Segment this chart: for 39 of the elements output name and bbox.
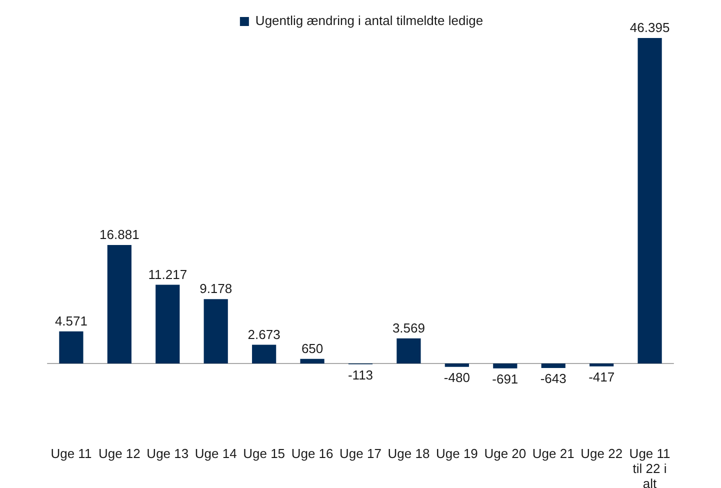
bar [638,38,662,364]
data-label: -417 [588,369,615,384]
data-label: -113 [348,367,374,382]
data-label: 650 [301,340,324,356]
x-tick-label: Uge 18 [388,446,430,462]
bar [444,363,469,367]
bar [107,245,132,364]
x-tick-label: Uge 21 [532,446,574,462]
bar [252,344,276,364]
data-label: 11.217 [148,266,188,282]
x-tick-label: Uge 15 [243,446,286,462]
x-tick-label: Uge 20 [484,446,526,462]
legend-label: Ugentlig ændring i antal tilmeldte ledige [255,13,484,28]
x-tick-label: Uge 17 [340,446,382,462]
data-label: -480 [444,370,470,385]
bar [590,363,614,366]
x-tick-label: Uge 11 til 22 i alt [629,446,670,488]
bar [156,284,180,364]
x-tick-label: Uge 11 [50,446,92,462]
x-tick-label: Uge 12 [98,446,140,462]
x-tick-label: Uge 14 [194,446,237,462]
bar [396,338,421,364]
bar [493,363,518,368]
x-tick-label: Uge 13 [146,446,189,462]
data-label: 2.673 [248,326,280,342]
x-tick-label: Uge 19 [436,446,478,462]
bar [541,363,566,368]
data-label: 3.569 [392,320,425,336]
data-label: 46.395 [630,20,670,36]
x-tick-label: Uge 22 [580,446,623,462]
bar [300,358,324,364]
bar [204,299,228,364]
bar [59,331,84,364]
data-label: 4.571 [54,313,88,328]
data-label: -691 [492,371,518,386]
x-tick-label: Uge 16 [291,446,334,462]
data-label: -643 [540,371,566,386]
data-label: 16.881 [100,227,140,242]
data-label: 9.178 [200,281,232,296]
